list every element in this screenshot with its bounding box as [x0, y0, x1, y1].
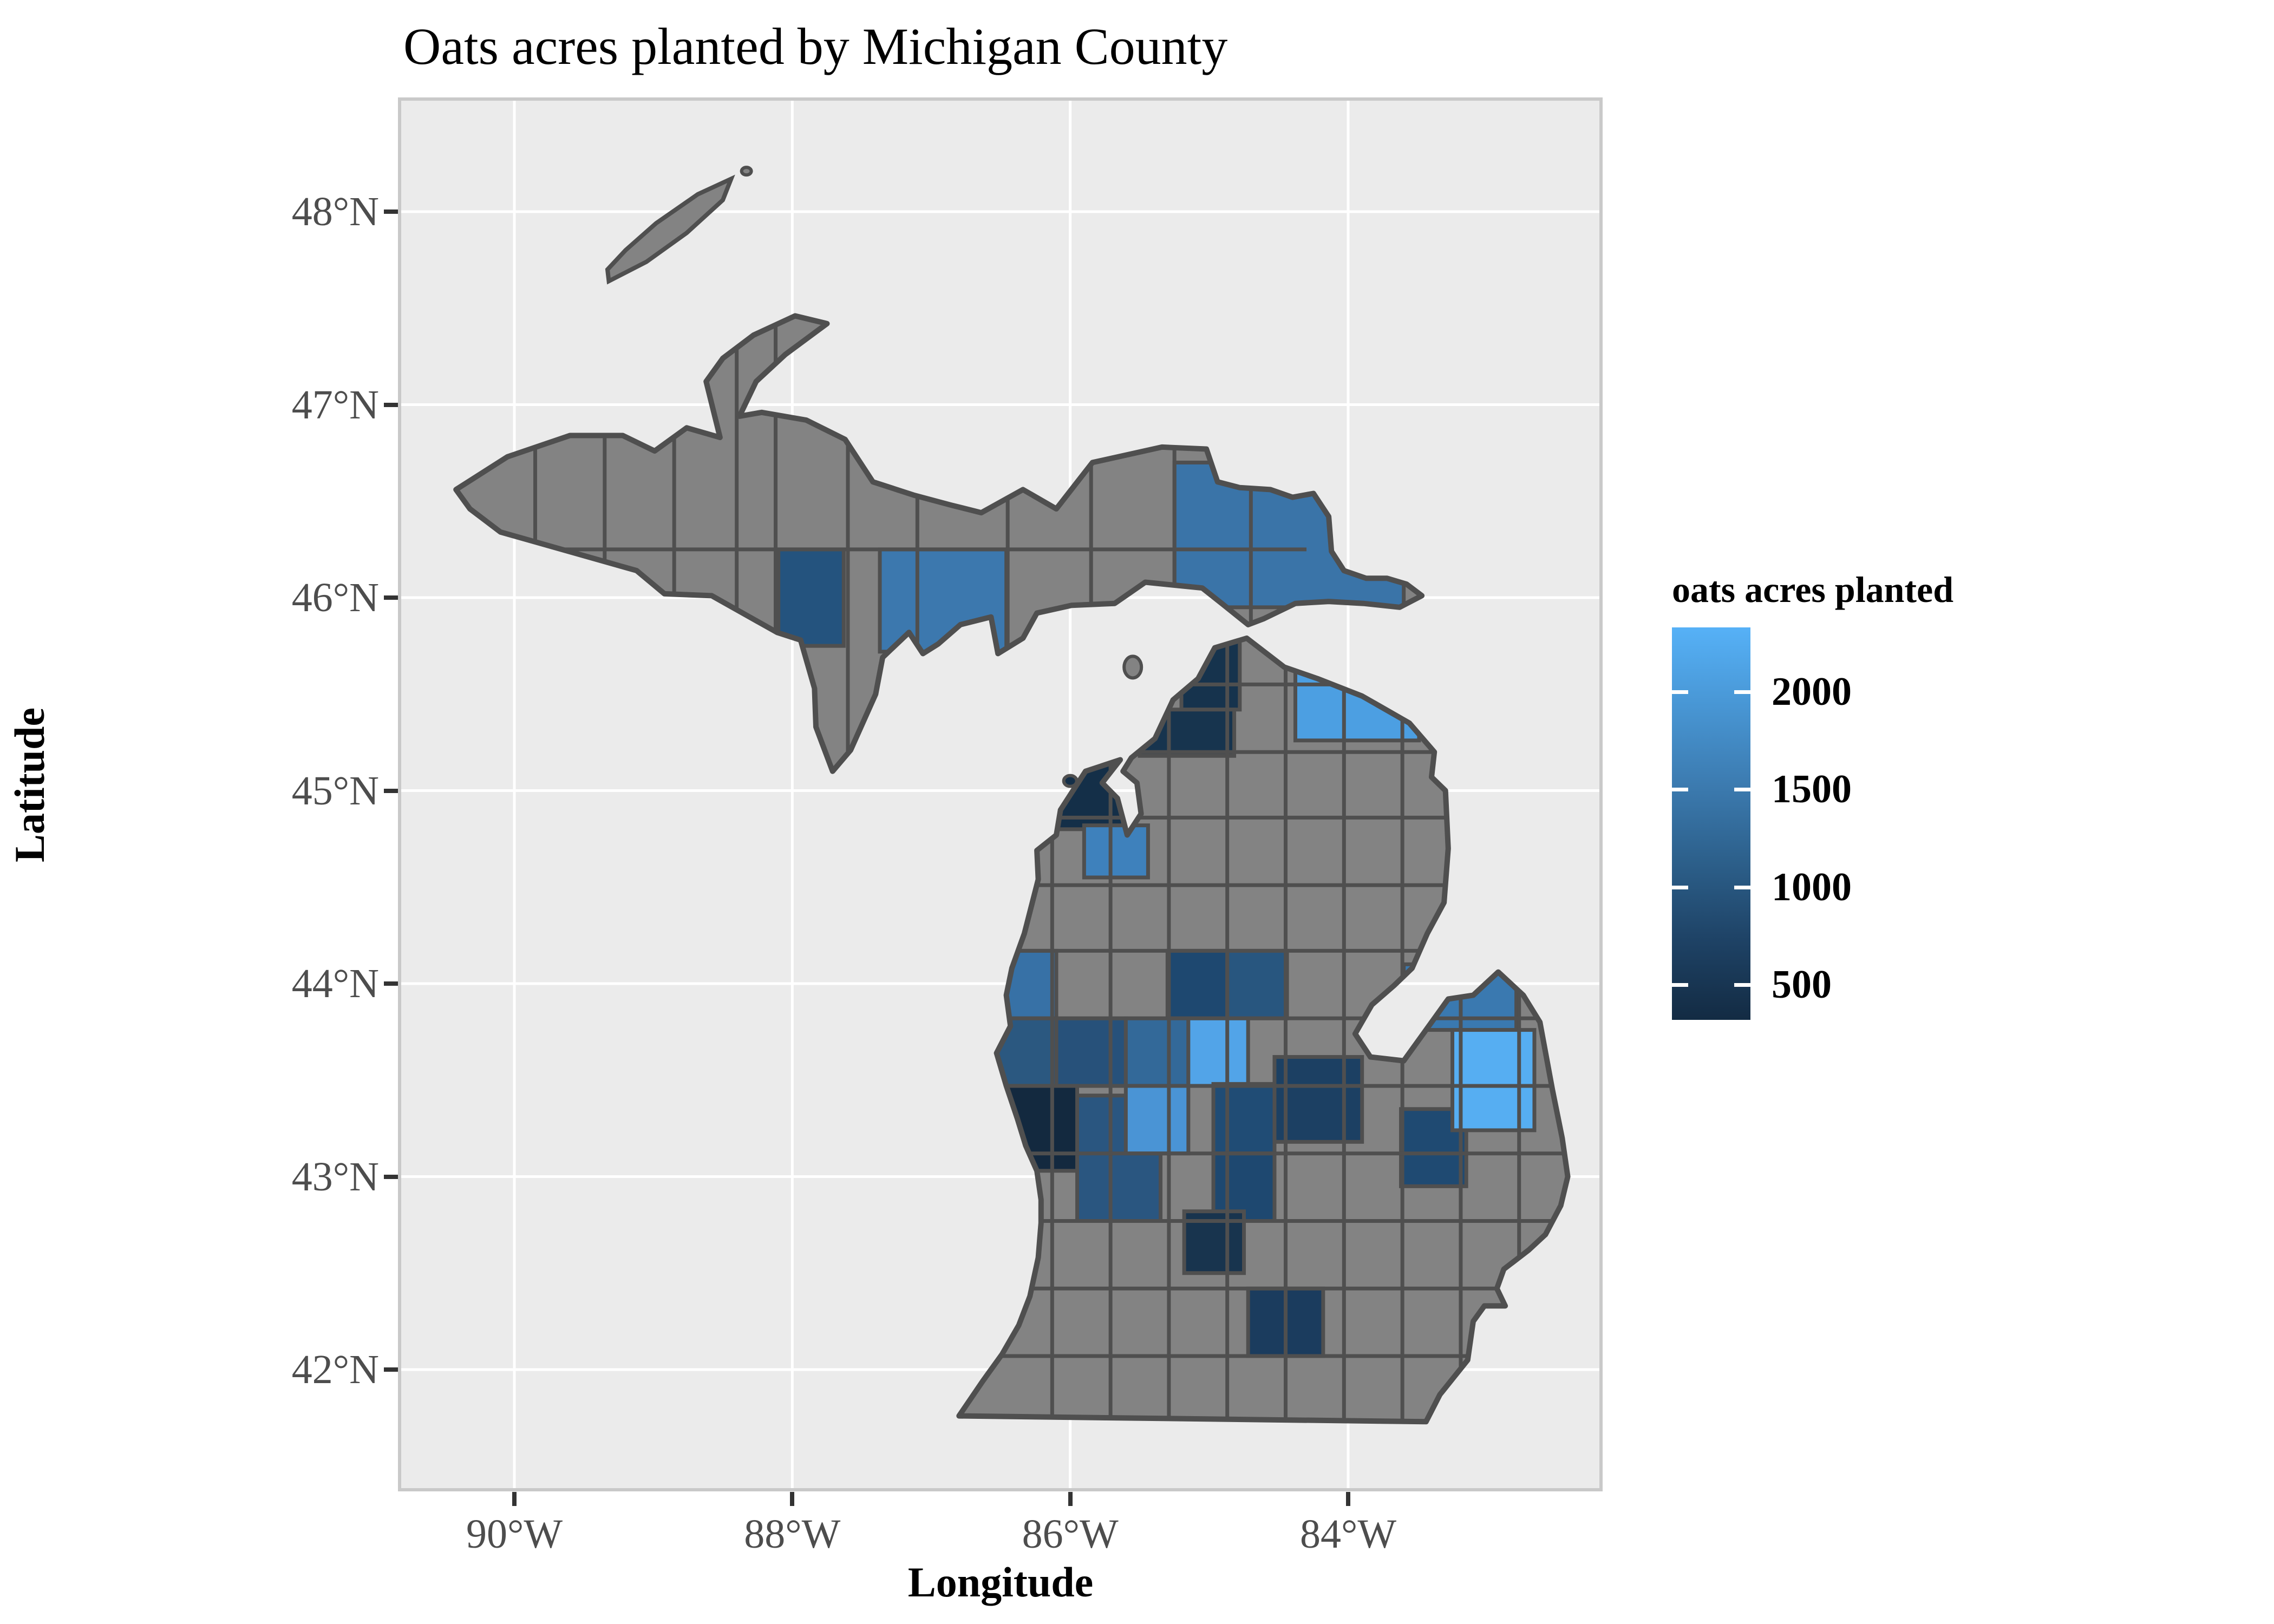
x-tick-label: 90°W — [466, 1511, 563, 1557]
y-tick-mark — [384, 1367, 398, 1372]
y-tick-mark — [384, 402, 398, 407]
plot-title: Oats acres planted by Michigan County — [403, 17, 1228, 75]
x-tick-label: 88°W — [744, 1511, 841, 1557]
isle-royale — [605, 174, 735, 285]
y-tick-label: 44°N — [291, 961, 379, 1006]
islet — [740, 166, 753, 177]
y-tick-mark — [384, 209, 398, 214]
legend-tick-mark — [1734, 788, 1750, 792]
legend-tick-mark — [1734, 885, 1750, 889]
county-charlevoix — [1138, 708, 1237, 758]
county-newaygo — [1054, 1016, 1128, 1088]
county-clare — [1165, 948, 1230, 1020]
lp-outline — [956, 635, 1571, 1425]
y-tick-label: 46°N — [291, 575, 379, 620]
legend-title: oats acres planted — [1672, 569, 1954, 610]
county-saginaw — [1272, 1055, 1364, 1144]
y-tick-label: 48°N — [291, 189, 379, 234]
y-tick-label: 43°N — [291, 1154, 379, 1200]
y-tick-mark — [384, 1174, 398, 1179]
y-tick-label: 45°N — [291, 768, 379, 814]
up-outline — [453, 313, 1425, 774]
legend-tick-label: 1500 — [1772, 767, 1852, 812]
county-sanilac — [1450, 1028, 1537, 1132]
county-dickinson — [776, 547, 846, 648]
x-axis-title: Longitude — [907, 1558, 1094, 1606]
y-tick-label: 42°N — [291, 1347, 379, 1392]
y-tick-mark — [384, 981, 398, 986]
legend-tick-mark — [1672, 788, 1688, 792]
y-tick-mark — [384, 595, 398, 600]
x-tick-mark — [790, 1492, 795, 1506]
county-gladwin — [1225, 948, 1289, 1020]
county-isabella — [1186, 1016, 1250, 1088]
legend-tick-mark — [1672, 885, 1688, 889]
x-tick-label: 84°W — [1299, 1511, 1397, 1557]
michigan-map — [401, 101, 1599, 1488]
legend-tick-label: 500 — [1772, 962, 1832, 1007]
legend-tick-label: 1000 — [1772, 865, 1852, 909]
legend: oats acres planted 2000 1500 1000 500 — [1657, 552, 2068, 1050]
x-tick-mark — [1068, 1492, 1073, 1506]
legend-colorbar — [1672, 627, 1750, 1020]
county-gratiot — [1211, 1082, 1277, 1156]
legend-tick-label: 2000 — [1772, 670, 1852, 715]
county-mecosta — [1123, 1016, 1191, 1088]
county-montcalm — [1123, 1084, 1191, 1156]
x-tick-mark — [1346, 1492, 1351, 1506]
county-emmet — [1179, 638, 1242, 712]
y-tick-mark — [384, 788, 398, 793]
county-grand-traverse — [1082, 823, 1150, 880]
legend-tick-mark — [1734, 690, 1750, 695]
beaver-island — [1122, 654, 1143, 680]
legend-tick-mark — [1734, 983, 1750, 987]
upper-peninsula — [456, 316, 1422, 771]
x-tick-mark — [512, 1492, 517, 1506]
legend-tick-mark — [1672, 690, 1688, 695]
legend-tick-mark — [1672, 983, 1688, 987]
y-tick-label: 47°N — [291, 382, 379, 428]
county-chippewa — [1172, 460, 1406, 610]
x-tick-label: 86°W — [1022, 1511, 1119, 1557]
y-axis-title: Latitude — [6, 707, 53, 863]
plot-panel — [398, 97, 1603, 1491]
